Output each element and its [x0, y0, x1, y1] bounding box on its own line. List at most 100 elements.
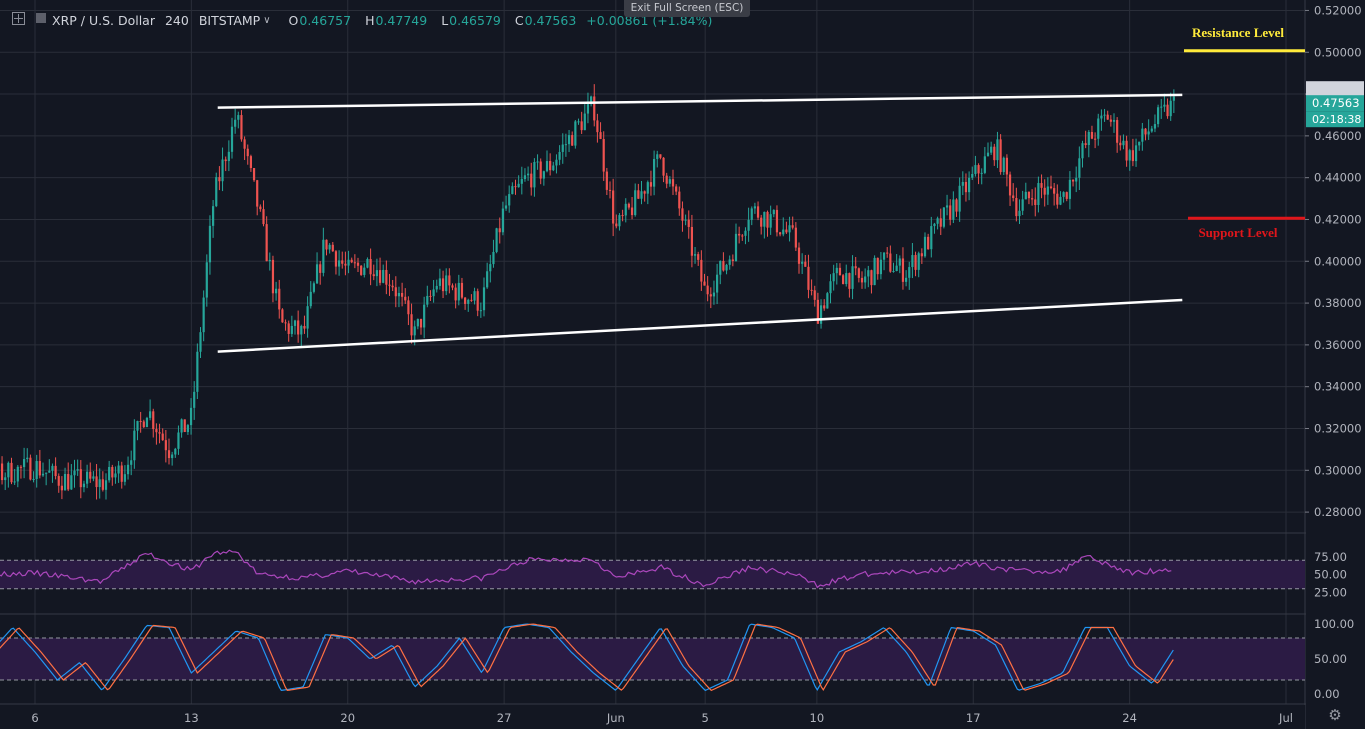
gear-icon[interactable]: ⚙: [1328, 706, 1342, 724]
candle-body: [914, 255, 917, 270]
candle-body: [315, 264, 319, 284]
candle-body: [653, 158, 656, 187]
time-axis[interactable]: 6 13 20 27 Jun 5 10 17 24 Jul: [0, 705, 1305, 729]
interval-label[interactable]: 240: [164, 12, 189, 28]
candle-body: [174, 448, 177, 455]
candle-body: [905, 277, 908, 282]
candle-body: [1005, 157, 1009, 175]
candle-body: [492, 251, 495, 265]
candle-body: [16, 466, 19, 482]
candle-body: [756, 206, 760, 218]
low-value: 0.46579: [449, 12, 501, 28]
candle-body: [549, 161, 552, 171]
candle-body: [1125, 140, 1128, 161]
candle-body: [246, 148, 249, 157]
candle-body: [634, 190, 637, 216]
candle-body: [41, 473, 45, 476]
candle-body: [949, 205, 952, 220]
candle-body: [1119, 142, 1122, 146]
candle-body: [1040, 183, 1043, 188]
candle-body: [1128, 150, 1131, 161]
x-tick-label: 6: [31, 711, 38, 725]
stoch-tick-label: 50.00: [1314, 652, 1347, 666]
open-label: O: [288, 12, 299, 28]
candle-body: [123, 474, 127, 482]
candle-body: [649, 182, 653, 187]
candle-body: [703, 281, 706, 286]
candle-body: [1097, 118, 1100, 139]
candle-body: [791, 225, 794, 228]
candle-body: [961, 181, 964, 186]
candle-body: [328, 244, 331, 250]
candle-body: [67, 474, 70, 490]
candle-body: [416, 318, 419, 327]
candle-body: [1015, 198, 1018, 217]
candle-body: [306, 306, 309, 329]
symbol-name[interactable]: XRP / U.S. Dollar: [52, 12, 155, 28]
countdown-tag: [1306, 111, 1364, 128]
candle-body: [697, 254, 700, 260]
candle-body: [854, 266, 857, 269]
candle-body: [1008, 174, 1012, 196]
candle-body: [1157, 107, 1160, 125]
candle-body: [1034, 199, 1037, 206]
candle-body: [722, 261, 725, 271]
candle-body: [851, 266, 854, 289]
last-price-label: 0.47563: [1312, 96, 1360, 110]
candle-body: [539, 161, 542, 179]
candle-body: [794, 227, 797, 248]
candle-body: [142, 421, 145, 428]
candle-body: [845, 273, 848, 285]
candle-body: [684, 219, 687, 221]
rsi-panel: [0, 549, 1305, 590]
candle-body: [873, 257, 876, 286]
x-tick-label: 27: [497, 711, 512, 725]
candle-body: [656, 154, 659, 159]
candle-body: [898, 258, 901, 266]
candle-body: [917, 253, 920, 270]
drawing-layer[interactable]: Resistance Level Support Level: [217, 25, 1305, 353]
candle-body: [104, 480, 108, 490]
candle-body: [240, 115, 243, 140]
candle-body: [438, 278, 442, 286]
open-value: 0.46757: [299, 12, 352, 28]
candle-body: [86, 471, 89, 484]
exchange-label[interactable]: BITSTAMP: [198, 12, 261, 28]
candle-body: [489, 264, 492, 272]
candle-body: [445, 275, 448, 292]
candle-body: [120, 465, 123, 482]
candle-body: [45, 472, 48, 474]
candle-body: [772, 209, 775, 215]
candle-body: [265, 224, 268, 262]
candle-body: [819, 305, 823, 324]
crosshair-icon[interactable]: [12, 12, 25, 25]
candle-body: [511, 186, 514, 195]
candle-body: [1153, 124, 1157, 129]
candle-body: [823, 305, 826, 309]
candle-body: [1100, 115, 1103, 119]
candle-body: [927, 236, 930, 250]
candle-body: [325, 239, 328, 250]
candle-body: [1024, 191, 1027, 200]
candle-body: [171, 454, 174, 459]
candle-body: [832, 273, 835, 282]
candle-body: [152, 411, 155, 430]
candle-body: [76, 469, 79, 471]
candle-body: [1084, 143, 1087, 146]
x-tick-label: 10: [810, 711, 825, 725]
chevron-down-icon[interactable]: ∨: [263, 14, 271, 26]
candle-body: [360, 265, 363, 275]
candle-body: [574, 121, 577, 146]
price-axis[interactable]: 0.520000.500000.480000.460000.440000.420…: [1305, 0, 1365, 729]
y-tick-label: 0.32000: [1314, 421, 1362, 435]
candle-body: [401, 292, 404, 297]
candle-body: [1112, 120, 1116, 122]
candle-body: [108, 466, 111, 481]
y-tick-label: 0.36000: [1314, 338, 1362, 352]
candle-body: [394, 287, 397, 297]
candle-body: [1018, 210, 1021, 217]
candle-body: [775, 209, 779, 233]
candle-body: [344, 263, 347, 266]
exit-fullscreen-button[interactable]: Exit Full Screen (ESC): [624, 0, 750, 17]
